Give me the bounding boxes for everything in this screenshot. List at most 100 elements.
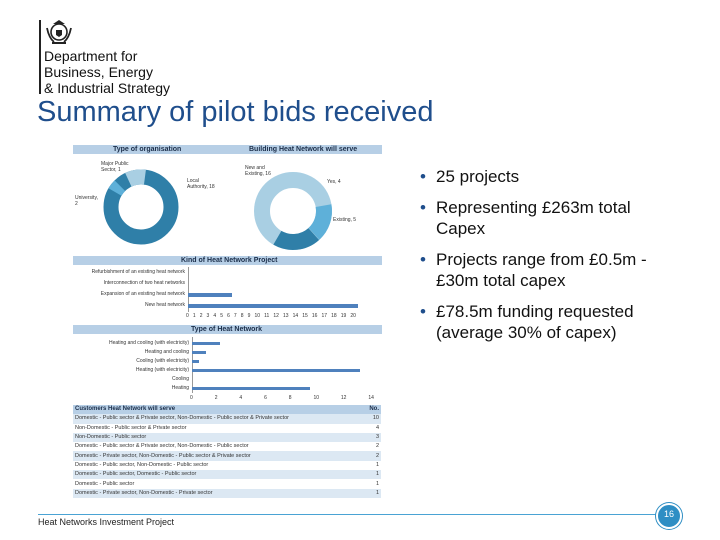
kind-cat-interconnection: Interconnection of two heat networks — [103, 280, 185, 286]
organisation-panel-header: Type of organisation — [73, 145, 241, 154]
kind-tick: 3 — [206, 313, 210, 319]
kind-tick: 20 — [350, 313, 356, 319]
building-served-panel: Building Heat Network will serve New and… — [241, 145, 382, 255]
customers-panel: Customers Heat Network will serve No. Do… — [73, 405, 381, 498]
type-tick: 12 — [340, 395, 347, 401]
row-label: Domestic - Private sector, Non-Domestic … — [73, 488, 361, 498]
row-label: Domestic - Public sector, Domestic - Pub… — [73, 470, 361, 480]
org-label-local-authority: Local Authority, 18 — [187, 178, 215, 190]
kind-tick: 11 — [264, 313, 270, 319]
table-row: Domestic - Public sector, Non-Domestic -… — [73, 461, 381, 470]
type-cat-cooling-elec: Cooling (with electricity) — [136, 358, 189, 364]
bullet-capex: Representing £263m total Capex — [420, 197, 680, 239]
kind-tick: 13 — [282, 313, 289, 319]
table-row: Domestic - Private sector, Non-Domestic … — [73, 488, 381, 498]
logo-line-3: & Industrial Strategy — [44, 80, 171, 96]
row-count: 1 — [361, 488, 381, 498]
row-count: 2 — [361, 451, 381, 461]
type-tick: 8 — [288, 395, 292, 401]
kind-bar-new — [188, 304, 358, 308]
table-row: Domestic - Private sector, Non-Domestic … — [73, 451, 381, 461]
type-x-ticks: 0 2 4 6 8 10 12 14 — [190, 395, 374, 401]
kind-tick: 6 — [227, 313, 230, 319]
customers-table: Customers Heat Network will serve No. Do… — [73, 405, 381, 498]
row-label: Non-Domestic - Public sector & Private s… — [75, 424, 187, 431]
row-label: Domestic - Public sector — [75, 480, 135, 487]
type-tick: 6 — [264, 395, 267, 401]
table-row: Domestic - Public sector & Private secto… — [73, 442, 381, 451]
kind-tick: 12 — [273, 313, 279, 319]
page-number: 16 — [663, 509, 674, 519]
organisation-type-panel: Type of organisation Major Public Sector… — [73, 145, 241, 255]
kind-tick: 9 — [247, 313, 251, 319]
logo-line-1: Department for — [44, 48, 138, 64]
row-count: 10 — [361, 414, 381, 424]
type-cat-heating: Heating — [171, 385, 189, 391]
royal-coat-of-arms-icon — [46, 20, 72, 44]
kind-panel-header: Kind of Heat Network Project — [73, 256, 382, 265]
table-row: Domestic - Public sector & Private secto… — [73, 414, 381, 424]
no-header: No. — [361, 405, 381, 415]
kind-tick: 2 — [199, 313, 203, 319]
summary-bullet-list: 25 projects Representing £263m total Cap… — [420, 166, 680, 353]
kind-bar-expansion — [188, 293, 232, 297]
type-tick: 4 — [239, 395, 243, 401]
table-row: Domestic - Public sector 1 — [73, 479, 381, 488]
kind-tick: 17 — [321, 313, 328, 319]
kind-tick: 4 — [213, 313, 217, 319]
building-label-yes: Yes, 4 — [327, 179, 341, 185]
bullet-range: Projects range from £0.5m - £30m total c… — [420, 249, 680, 291]
table-row: Non-Domestic - Public sector 3 — [73, 432, 381, 443]
type-tick: 2 — [214, 395, 218, 401]
logo-rule — [39, 20, 41, 94]
page-number-badge — [656, 503, 682, 529]
slide-title: Summary of pilot bids received — [37, 96, 434, 128]
type-cat-heating-elec: Heating (with electricity) — [135, 367, 189, 373]
table-row: Domestic - Public sector, Domestic - Pub… — [73, 470, 381, 480]
row-label: Domestic - Private sector, Non-Domestic … — [73, 451, 361, 461]
kind-x-ticks: 0 1 2 3 4 5 6 7 8 9 10 11 12 13 14 15 16… — [186, 313, 356, 319]
table-row: Non-Domestic - Public sector & Private s… — [73, 424, 381, 433]
kind-axis — [188, 267, 189, 312]
row-count: 3 — [361, 432, 381, 443]
type-tick: 0 — [190, 395, 193, 401]
type-tick: 10 — [313, 395, 319, 401]
kind-tick: 8 — [240, 313, 244, 319]
kind-tick: 7 — [233, 313, 237, 319]
kind-tick: 18 — [331, 313, 337, 319]
type-cat-cooling: Cooling — [172, 376, 189, 382]
type-tick: 14 — [368, 395, 374, 401]
org-label-university: University, 2 — [75, 195, 98, 207]
building-label-existing: Existing, 5 — [333, 217, 357, 223]
kind-tick: 15 — [302, 313, 308, 319]
type-of-network-panel: Type of Heat Network Heating and cooling… — [73, 325, 382, 405]
type-bar-heating-elec — [192, 369, 360, 372]
building-label-new-existing: New and Existing, 16 — [245, 165, 271, 177]
row-label: Domestic - Public sector, Non-Domestic -… — [75, 461, 209, 468]
kind-cat-refurbishment: Refurbishment of an existing heat networ… — [91, 269, 185, 275]
table-header-row: Customers Heat Network will serve No. — [73, 405, 381, 415]
type-cat-hc-elec: Heating and cooling (with electricity) — [108, 340, 189, 346]
bullet-funding: £78.5m funding requested (average 30% of… — [420, 301, 680, 343]
kind-tick: 14 — [292, 313, 299, 319]
building-donut-chart — [254, 172, 332, 250]
bullet-projects: 25 projects — [420, 166, 680, 187]
type-bar-cooling-elec — [192, 360, 199, 363]
row-count: 1 — [361, 470, 381, 480]
type-bar-hc — [192, 351, 206, 354]
kind-tick: 16 — [311, 313, 318, 319]
kind-cat-new: New heat network — [144, 302, 185, 308]
type-bar-heating — [192, 387, 310, 390]
kind-tick: 19 — [340, 313, 347, 319]
department-logo-text: Department for Business, Energy & Indust… — [44, 48, 170, 96]
type-cat-hc: Heating and cooling — [144, 349, 189, 355]
row-count: 4 — [375, 424, 379, 431]
kind-cat-expansion: Expansion of an existing heat network — [100, 291, 185, 297]
type-panel-header: Type of Heat Network — [73, 325, 382, 334]
row-count: 1 — [375, 461, 379, 468]
customers-header: Customers Heat Network will serve — [73, 405, 361, 415]
kind-tick: 1 — [192, 313, 196, 319]
type-bar-hc-elec — [192, 342, 220, 345]
kind-tick: 5 — [220, 313, 223, 319]
row-label: Domestic - Public sector & Private secto… — [75, 443, 249, 450]
